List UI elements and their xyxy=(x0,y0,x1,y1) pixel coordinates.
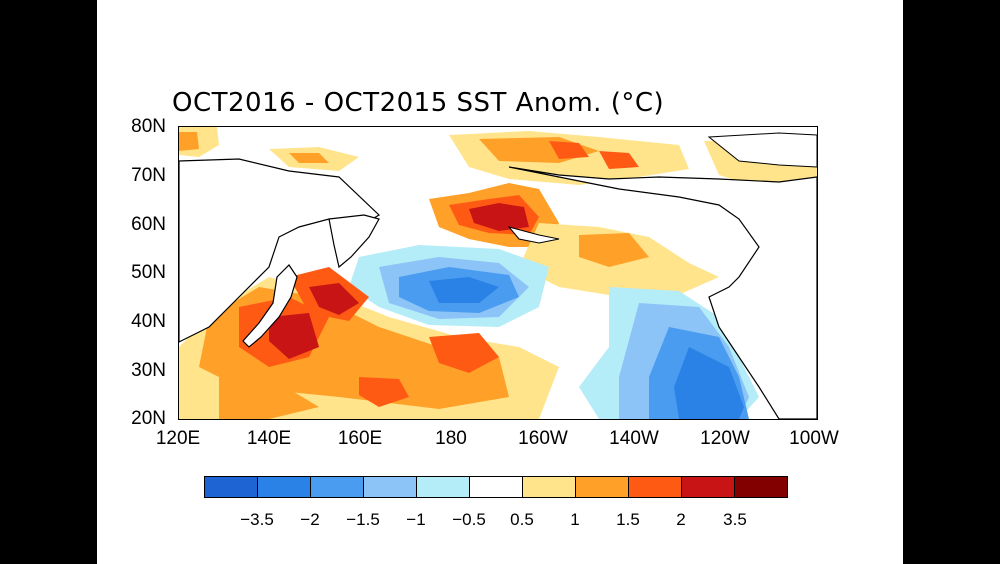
colorbar-tick-label: 1 xyxy=(570,510,580,529)
lat-label-20n: 20N xyxy=(131,408,166,429)
anomaly-warm-north-japan-2 xyxy=(309,283,359,315)
anomaly-arctic-warm-2 xyxy=(179,132,199,151)
land-aleutians xyxy=(507,226,560,244)
map-title: OCT2016 - OCT2015 SST Anom. (°C) xyxy=(172,88,665,118)
anomaly-warm-south-west xyxy=(219,377,319,419)
lon-label-180: 180 xyxy=(435,428,467,449)
land-arctic-east xyxy=(707,132,817,168)
anomaly-bering-hot-3 xyxy=(469,203,529,231)
anomaly-warm-south-spot xyxy=(359,377,409,407)
land-japan xyxy=(242,264,298,348)
land-asia xyxy=(179,158,380,343)
anomaly-cold-east-4 xyxy=(674,347,744,419)
colorbar-tick-label: −1 xyxy=(406,510,426,529)
colorbar-cell xyxy=(735,477,787,497)
land-north-america xyxy=(508,166,817,419)
anomaly-warm-center-south xyxy=(429,333,499,373)
colorbar-tick-label: 1.5 xyxy=(616,510,640,529)
colorbar-tick-label: −3.5 xyxy=(240,510,274,529)
lon-label-120e: 120E xyxy=(155,428,201,449)
lat-label-30n: 30N xyxy=(131,360,166,381)
lon-label-140e: 140E xyxy=(246,428,292,449)
anomaly-cold-central-4 xyxy=(429,277,499,303)
colorbar-tick-label: −2 xyxy=(300,510,320,529)
colorbar-cell xyxy=(417,477,470,497)
colorbar-cell xyxy=(470,477,523,497)
lon-label-160e: 160E xyxy=(337,428,383,449)
lat-label-40n: 40N xyxy=(131,311,166,332)
lat-label-70n: 70N xyxy=(131,165,166,186)
colorbar-cell xyxy=(629,477,682,497)
colorbar-tick-label: 0.5 xyxy=(510,510,534,529)
colorbar-cell xyxy=(311,477,364,497)
colorbar-tick-label: 3.5 xyxy=(723,510,747,529)
lon-label-140w: 140W xyxy=(609,428,659,449)
lon-label-120w: 120W xyxy=(700,428,750,449)
land-kamchatka xyxy=(328,214,380,269)
colorbar-cell xyxy=(205,477,258,497)
anomaly-warm-west-4 xyxy=(269,313,319,359)
colorbar-cell xyxy=(682,477,735,497)
anomaly-bering-north-4 xyxy=(599,151,639,169)
lat-label-80n: 80N xyxy=(131,116,166,137)
colorbar-tick-label: −1.5 xyxy=(346,510,380,529)
sst-anomaly-map xyxy=(178,126,818,420)
anomaly-siberia-coast-2 xyxy=(289,153,329,163)
map-svg xyxy=(179,127,817,419)
colorbar-cell xyxy=(258,477,311,497)
lat-label-50n: 50N xyxy=(131,262,166,283)
lon-label-160w: 160W xyxy=(518,428,568,449)
anomaly-bering-north-3 xyxy=(549,141,589,159)
colorbar-tick-label: −0.5 xyxy=(452,510,486,529)
anomaly-gulf-alaska-2 xyxy=(579,233,649,267)
colorbar-tick-label: 2 xyxy=(676,510,686,529)
colorbar-cell xyxy=(364,477,417,497)
colorbar-cell xyxy=(523,477,576,497)
colorbar-cell xyxy=(576,477,629,497)
colorbar xyxy=(204,476,788,498)
lat-label-60n: 60N xyxy=(131,214,166,235)
lon-label-100w: 100W xyxy=(789,428,839,449)
